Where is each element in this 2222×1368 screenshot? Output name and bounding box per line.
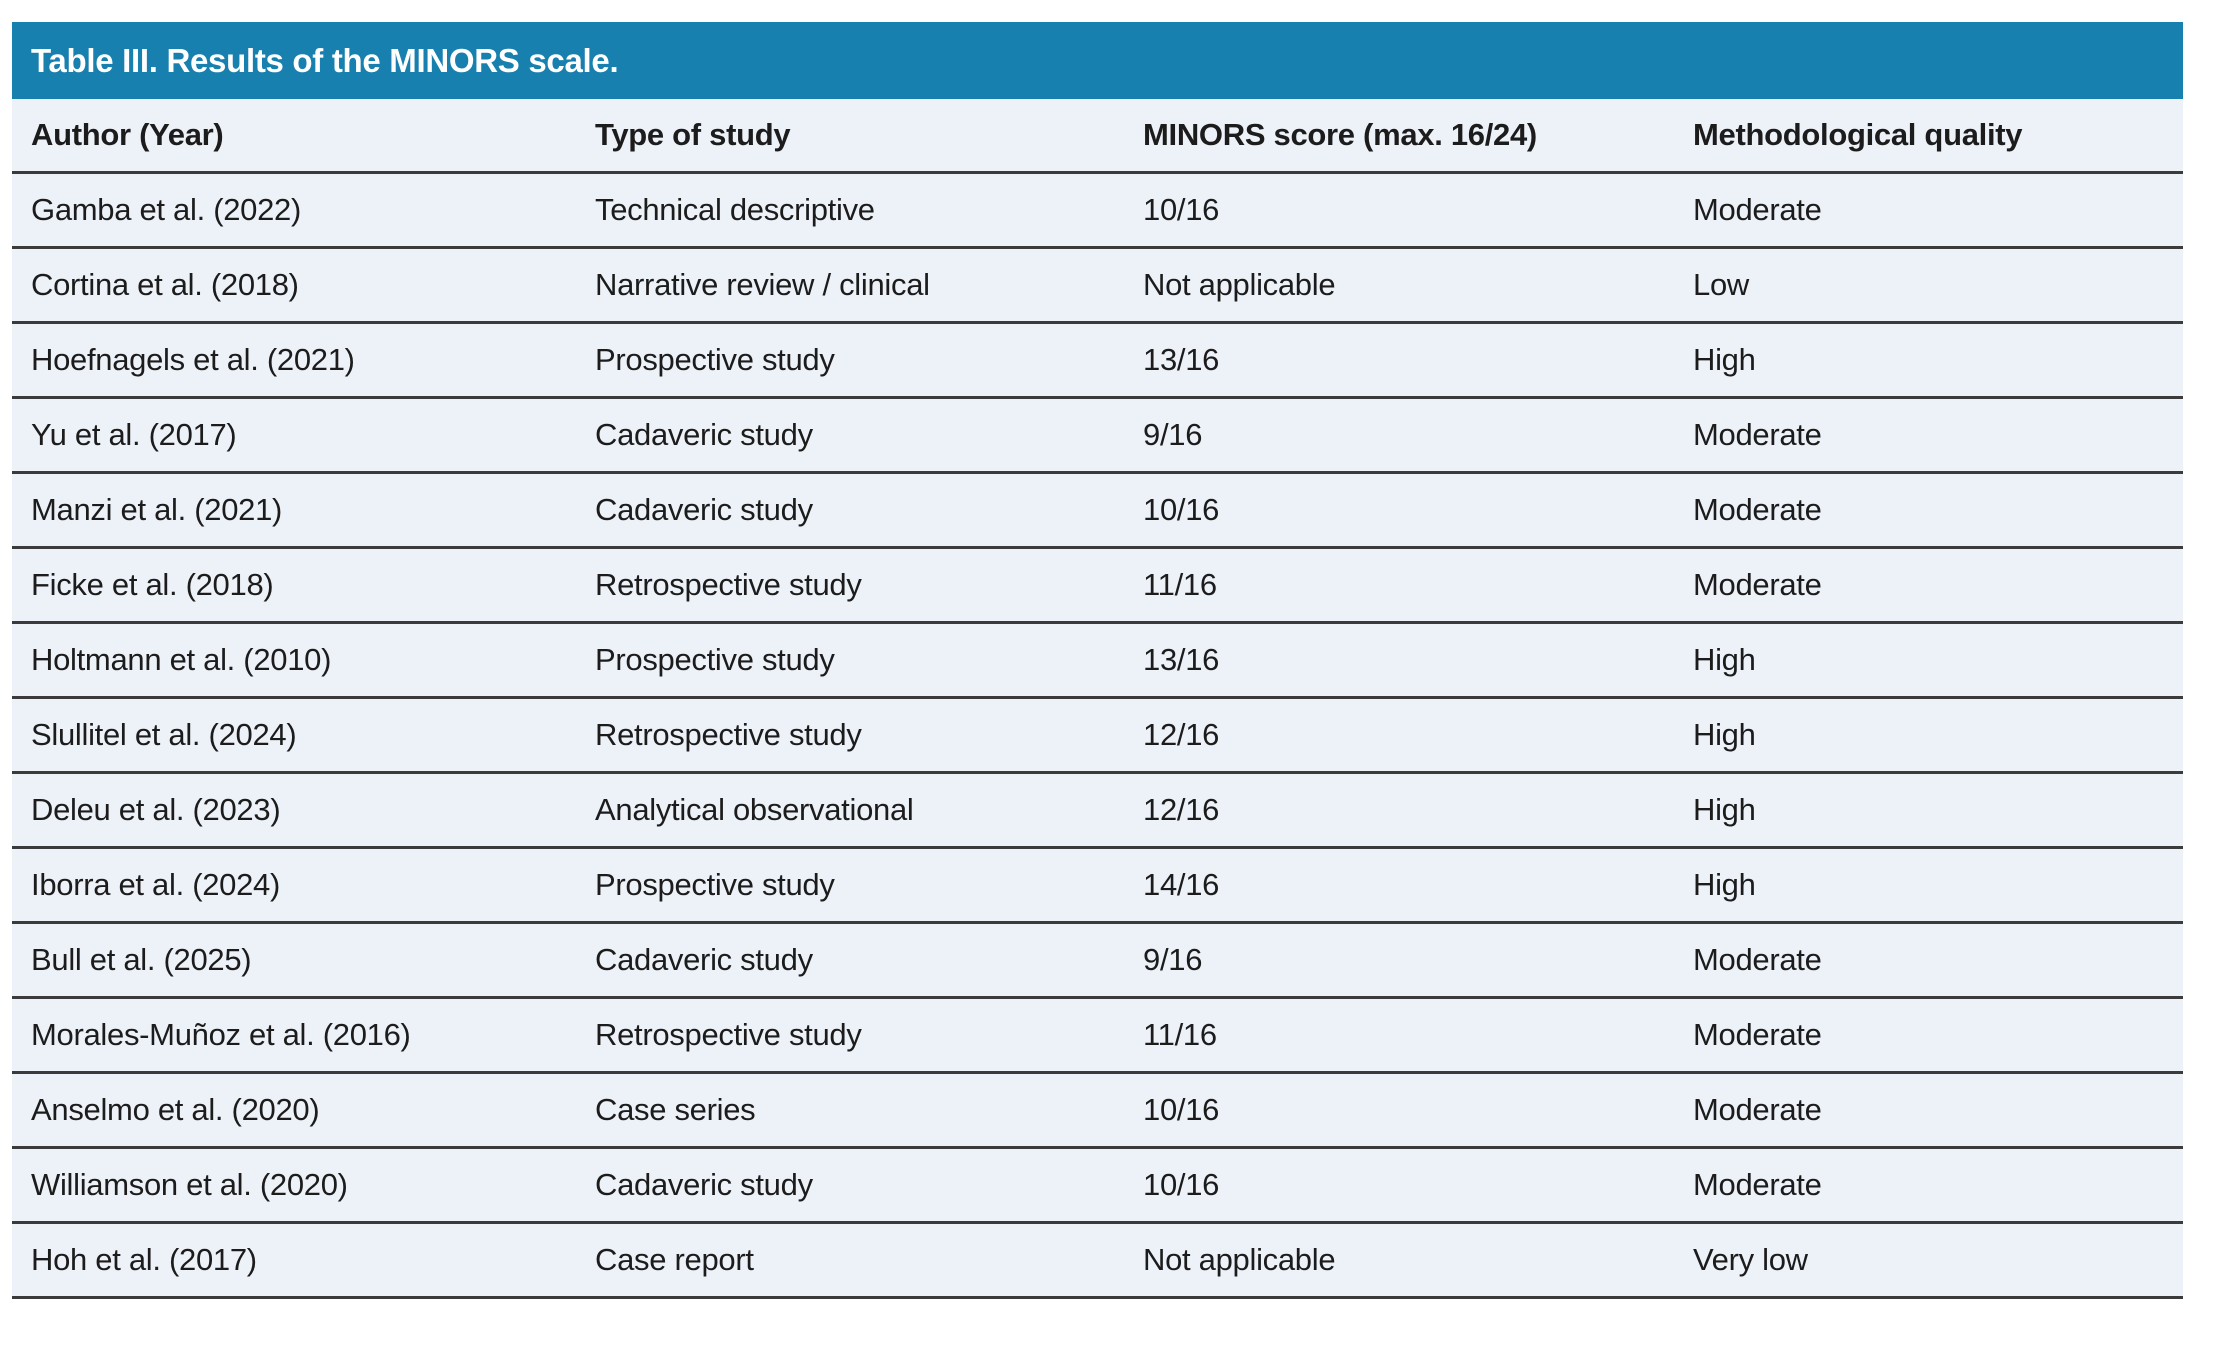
cell-type-of-study: Prospective study: [570, 324, 1118, 399]
table-row: Iborra et al. (2024) Prospective study 1…: [12, 849, 2183, 924]
cell-author: Bull et al. (2025): [12, 924, 570, 999]
table-row: Slullitel et al. (2024) Retrospective st…: [12, 699, 2183, 774]
table-body: Gamba et al. (2022) Technical descriptiv…: [12, 174, 2183, 1299]
cell-author: Manzi et al. (2021): [12, 474, 570, 549]
cell-author: Deleu et al. (2023): [12, 774, 570, 849]
table-row: Bull et al. (2025) Cadaveric study 9/16 …: [12, 924, 2183, 999]
cell-minors-score: 10/16: [1118, 1149, 1668, 1224]
table-row: Yu et al. (2017) Cadaveric study 9/16 Mo…: [12, 399, 2183, 474]
cell-author: Ficke et al. (2018): [12, 549, 570, 624]
cell-author: Yu et al. (2017): [12, 399, 570, 474]
cell-type-of-study: Analytical observational: [570, 774, 1118, 849]
cell-minors-score: 14/16: [1118, 849, 1668, 924]
cell-minors-score: 12/16: [1118, 774, 1668, 849]
cell-minors-score: 10/16: [1118, 1074, 1668, 1149]
table-row: Hoefnagels et al. (2021) Prospective stu…: [12, 324, 2183, 399]
cell-quality: High: [1668, 699, 2183, 774]
table-row: Morales-Muñoz et al. (2016) Retrospectiv…: [12, 999, 2183, 1074]
cell-quality: Very low: [1668, 1224, 2183, 1299]
cell-author: Iborra et al. (2024): [12, 849, 570, 924]
cell-quality: Moderate: [1668, 924, 2183, 999]
table-row: Anselmo et al. (2020) Case series 10/16 …: [12, 1074, 2183, 1149]
cell-author: Slullitel et al. (2024): [12, 699, 570, 774]
cell-author: Cortina et al. (2018): [12, 249, 570, 324]
table-row: Ficke et al. (2018) Retrospective study …: [12, 549, 2183, 624]
column-header-score: MINORS score (max. 16/24): [1118, 99, 1668, 174]
cell-minors-score: 9/16: [1118, 924, 1668, 999]
cell-quality: Moderate: [1668, 999, 2183, 1074]
cell-quality: High: [1668, 624, 2183, 699]
cell-type-of-study: Prospective study: [570, 624, 1118, 699]
cell-type-of-study: Prospective study: [570, 849, 1118, 924]
cell-minors-score: 9/16: [1118, 399, 1668, 474]
header-row: Author (Year) Type of study MINORS score…: [12, 99, 2183, 174]
cell-author: Gamba et al. (2022): [12, 174, 570, 249]
table-title-bar: Table III. Results of the MINORS scale.: [12, 22, 2183, 99]
cell-quality: High: [1668, 849, 2183, 924]
cell-minors-score: 10/16: [1118, 474, 1668, 549]
cell-author: Anselmo et al. (2020): [12, 1074, 570, 1149]
cell-quality: Moderate: [1668, 1074, 2183, 1149]
cell-minors-score: 12/16: [1118, 699, 1668, 774]
cell-author: Williamson et al. (2020): [12, 1149, 570, 1224]
cell-type-of-study: Retrospective study: [570, 999, 1118, 1074]
cell-quality: Moderate: [1668, 399, 2183, 474]
table-row: Deleu et al. (2023) Analytical observati…: [12, 774, 2183, 849]
cell-type-of-study: Narrative review / clinical: [570, 249, 1118, 324]
cell-quality: Moderate: [1668, 549, 2183, 624]
cell-quality: High: [1668, 774, 2183, 849]
table-row: Gamba et al. (2022) Technical descriptiv…: [12, 174, 2183, 249]
cell-type-of-study: Cadaveric study: [570, 399, 1118, 474]
minors-table: Author (Year) Type of study MINORS score…: [12, 99, 2183, 1299]
cell-author: Hoh et al. (2017): [12, 1224, 570, 1299]
cell-minors-score: 13/16: [1118, 324, 1668, 399]
cell-type-of-study: Retrospective study: [570, 699, 1118, 774]
cell-minors-score: 13/16: [1118, 624, 1668, 699]
table-row: Hoh et al. (2017) Case report Not applic…: [12, 1224, 2183, 1299]
table-row: Cortina et al. (2018) Narrative review /…: [12, 249, 2183, 324]
cell-type-of-study: Cadaveric study: [570, 474, 1118, 549]
cell-type-of-study: Cadaveric study: [570, 1149, 1118, 1224]
cell-minors-score: 11/16: [1118, 999, 1668, 1074]
column-header-author: Author (Year): [12, 99, 570, 174]
cell-minors-score: 10/16: [1118, 174, 1668, 249]
cell-quality: Low: [1668, 249, 2183, 324]
cell-author: Morales-Muñoz et al. (2016): [12, 999, 570, 1074]
cell-type-of-study: Cadaveric study: [570, 924, 1118, 999]
cell-quality: Moderate: [1668, 474, 2183, 549]
cell-author: Hoefnagels et al. (2021): [12, 324, 570, 399]
column-header-quality: Methodological quality: [1668, 99, 2183, 174]
cell-quality: Moderate: [1668, 1149, 2183, 1224]
table-title: Table III. Results of the MINORS scale.: [31, 41, 619, 79]
table-row: Holtmann et al. (2010) Prospective study…: [12, 624, 2183, 699]
table-row: Manzi et al. (2021) Cadaveric study 10/1…: [12, 474, 2183, 549]
cell-type-of-study: Case series: [570, 1074, 1118, 1149]
cell-minors-score: Not applicable: [1118, 1224, 1668, 1299]
table-row: Williamson et al. (2020) Cadaveric study…: [12, 1149, 2183, 1224]
cell-type-of-study: Retrospective study: [570, 549, 1118, 624]
cell-quality: High: [1668, 324, 2183, 399]
cell-author: Holtmann et al. (2010): [12, 624, 570, 699]
cell-type-of-study: Case report: [570, 1224, 1118, 1299]
cell-type-of-study: Technical descriptive: [570, 174, 1118, 249]
minors-results-table: Table III. Results of the MINORS scale. …: [12, 22, 2183, 1299]
cell-quality: Moderate: [1668, 174, 2183, 249]
cell-minors-score: Not applicable: [1118, 249, 1668, 324]
column-header-type: Type of study: [570, 99, 1118, 174]
cell-minors-score: 11/16: [1118, 549, 1668, 624]
